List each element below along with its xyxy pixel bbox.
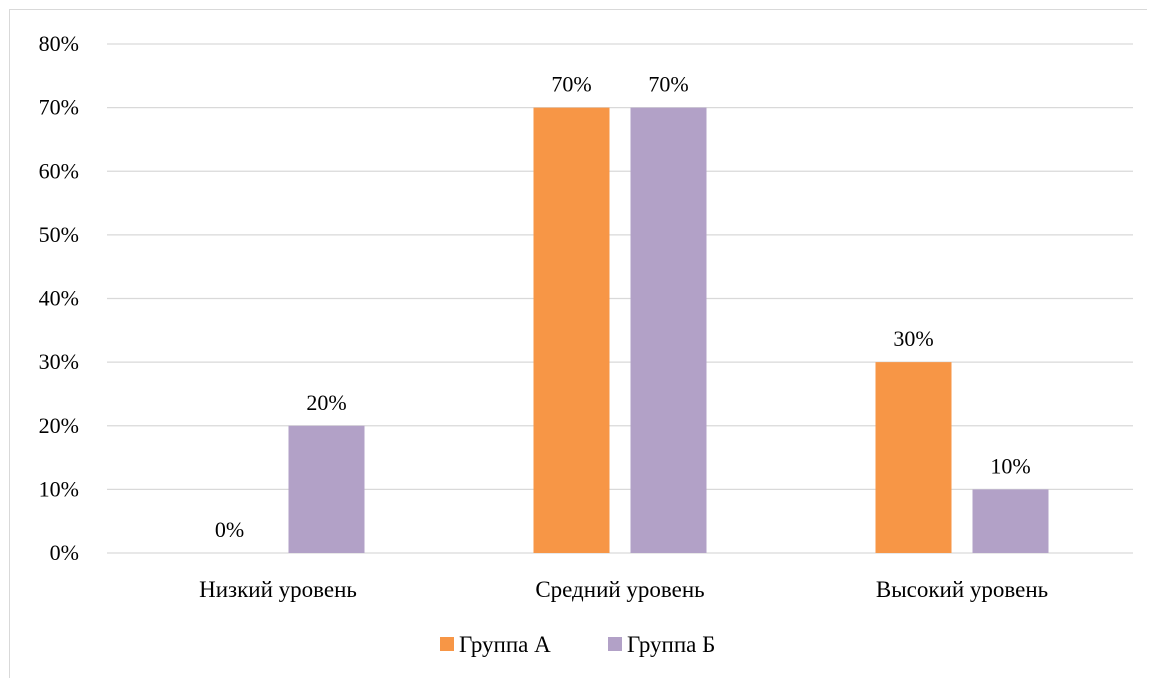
data-label: 20% [306, 390, 346, 415]
legend-swatch [608, 637, 622, 651]
y-tick-label: 80% [39, 31, 79, 56]
legend-label: Группа Б [627, 632, 715, 657]
category-label: Высокий уровень [876, 577, 1048, 602]
data-label: 0% [215, 517, 244, 542]
data-label: 70% [551, 72, 591, 97]
y-tick-label: 40% [39, 286, 79, 311]
legend: Группа А Группа Б [440, 632, 715, 657]
bar [288, 425, 365, 553]
data-label: 70% [648, 72, 688, 97]
bar [533, 107, 610, 553]
data-label: 30% [893, 326, 933, 351]
y-tick-label: 50% [39, 222, 79, 247]
y-axis-tick-labels: 0% 10% 20% 30% 40% 50% 60% 70% 80% [39, 31, 79, 565]
y-tick-label: 30% [39, 349, 79, 374]
y-tick-label: 10% [39, 476, 79, 501]
bar [972, 489, 1049, 553]
legend-swatch [440, 637, 454, 651]
bar [875, 362, 952, 553]
x-axis-category-labels: Низкий уровень Средний уровень Высокий уро… [199, 577, 1048, 602]
gridlines [107, 43, 1133, 554]
data-labels: 0% 20% 70% 70% 30% 10% [215, 72, 1031, 542]
y-tick-label: 20% [39, 413, 79, 438]
bars [288, 107, 1049, 553]
legend-label: Группа А [459, 632, 551, 657]
category-label: Средний уровень [535, 577, 704, 602]
category-label: Низкий уровень [199, 577, 357, 602]
y-tick-label: 70% [39, 95, 79, 120]
y-tick-label: 0% [50, 540, 79, 565]
bar [630, 107, 707, 553]
data-label: 10% [990, 453, 1030, 478]
y-tick-label: 60% [39, 158, 79, 183]
